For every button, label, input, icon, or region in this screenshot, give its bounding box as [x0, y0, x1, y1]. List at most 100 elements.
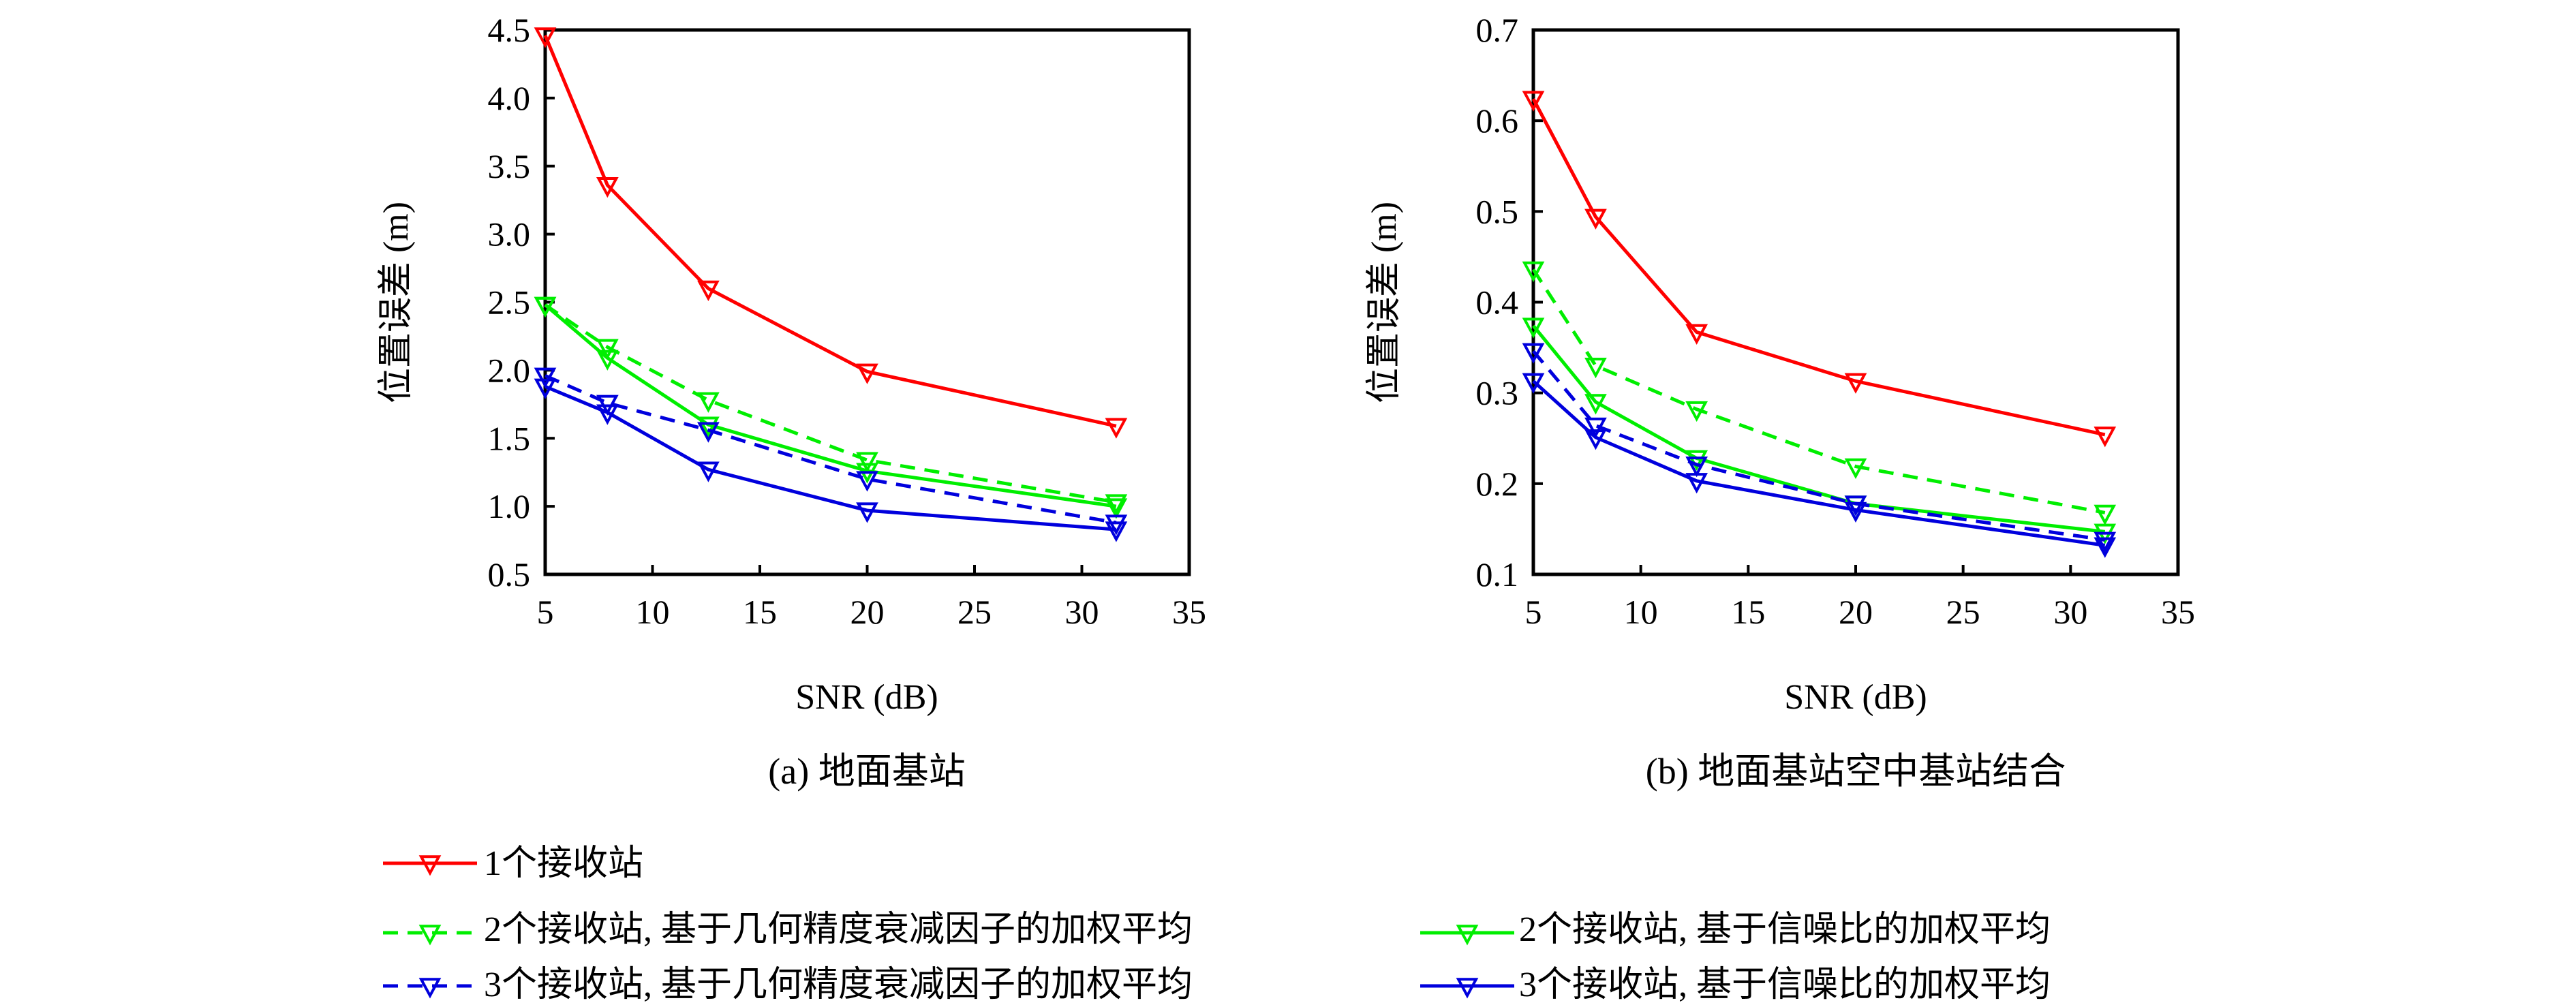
data-point	[697, 280, 720, 302]
y-tick-label: 3.5	[488, 147, 531, 185]
legend-marker-icon	[418, 855, 442, 876]
chart-a-xlabel: SNR (dB)	[795, 678, 938, 717]
plot-frame	[1531, 28, 2180, 576]
y-tick-label: 0.5	[1476, 192, 1519, 230]
data-point	[1584, 357, 1607, 379]
y-tick-label: 2.0	[488, 351, 531, 389]
series-line	[545, 385, 1117, 531]
data-point	[856, 363, 878, 384]
chart-b-caption: (b) 地面基站空中基站结合	[1646, 751, 2066, 792]
chart-a: 5 10 15 20 25 30 35 0.5 1.0 1.5 2.0 2.5 3.0 3.5 4.0 4.5	[488, 11, 1207, 631]
data-point	[1105, 498, 1128, 519]
data-point	[534, 27, 557, 48]
data-point	[534, 378, 557, 399]
data-point	[1522, 318, 1545, 339]
series-line	[544, 374, 1117, 525]
data-point	[856, 471, 878, 492]
data-point	[2094, 427, 2117, 448]
x-tick-label: 25	[1946, 593, 1980, 631]
data-point	[1685, 450, 1708, 471]
legend: 1个接收站 2个接收站, 基于几何精度衰减因子的加权平均 2个接收站, 基于信噪…	[383, 844, 2051, 1004]
data-point	[1522, 261, 1545, 283]
legend-marker-icon	[418, 978, 442, 999]
data-point	[1685, 473, 1708, 494]
data-point	[1685, 401, 1708, 422]
data-point	[2094, 504, 2117, 525]
data-point	[1584, 208, 1607, 230]
chart-b-xlabel: SNR (dB)	[1784, 678, 1927, 717]
data-point	[1844, 501, 1867, 523]
x-tick-label: 30	[2053, 593, 2087, 631]
data-point	[1105, 418, 1128, 439]
y-tick-label: 0.5	[488, 555, 531, 593]
legend-marker-icon	[1456, 978, 1479, 999]
chart-b-ylabel: 位置误差 (m)	[1365, 202, 1404, 403]
x-tick-label: 20	[1839, 593, 1873, 631]
y-tick-label: 0.3	[1476, 374, 1519, 412]
legend-entry: 3个接收站, 基于信噪比的加权平均	[1420, 965, 2051, 1004]
chart-b: 5 10 15 20 25 30 35 0.1 0.2 0.3 0.4 0.5 0.6 0.7	[1476, 11, 2196, 631]
data-point	[697, 461, 720, 482]
y-tick-label: 4.5	[488, 11, 531, 49]
data-point	[596, 404, 619, 425]
legend-label: 3个接收站, 基于信噪比的加权平均	[1519, 965, 2051, 1004]
series-0	[534, 27, 1128, 439]
data-point	[697, 416, 720, 437]
data-point	[2094, 531, 2117, 553]
series-3	[1522, 343, 2117, 553]
data-point	[697, 422, 720, 443]
x-tick-label: 20	[850, 593, 885, 631]
data-point	[596, 350, 619, 371]
y-tick-label: 0.2	[1476, 465, 1519, 503]
data-point	[1584, 394, 1607, 415]
y-tick-label: 4.0	[488, 79, 531, 117]
data-point	[596, 339, 619, 360]
series-4	[534, 378, 1128, 542]
y-tick-label: 3.0	[488, 215, 531, 253]
data-point	[1522, 343, 1545, 364]
y-tick-label: 1.0	[488, 487, 531, 525]
series-line	[543, 35, 1117, 428]
series-line	[1532, 324, 2106, 534]
series-line	[1531, 98, 2106, 437]
y-tick-label: 0.6	[1476, 102, 1519, 140]
series-3	[534, 367, 1128, 536]
x-tick-label: 15	[743, 593, 777, 631]
y-tick-label: 0.1	[1476, 555, 1519, 593]
series-line	[544, 303, 1117, 504]
series-1	[534, 296, 1128, 515]
legend-label: 2个接收站, 基于几何精度衰减因子的加权平均	[484, 910, 1193, 949]
data-point	[1844, 495, 1867, 516]
y-tick-label: 0.4	[1476, 283, 1519, 322]
legend-marker-icon	[1456, 925, 1479, 946]
data-point	[697, 392, 720, 413]
data-point	[1584, 429, 1607, 450]
x-tick-label: 25	[957, 593, 992, 631]
chart-a-caption: (a) 地面基站	[768, 751, 965, 792]
data-point	[596, 176, 619, 198]
series-line	[1532, 380, 2106, 547]
data-point	[1844, 373, 1867, 394]
x-tick-label: 10	[636, 593, 670, 631]
legend-label: 3个接收站, 基于几何精度衰减因子的加权平均	[484, 965, 1193, 1004]
series-line	[1532, 350, 2106, 542]
x-tick-label: 5	[537, 593, 554, 631]
data-point	[856, 452, 878, 473]
legend-entry: 2个接收站, 基于几何精度衰减因子的加权平均	[383, 910, 1193, 949]
series-1	[1522, 261, 2117, 525]
chart-a-ylabel: 位置误差 (m)	[377, 202, 416, 403]
series-0	[1522, 91, 2117, 448]
y-tick-label: 2.5	[488, 283, 531, 322]
data-point	[1105, 494, 1128, 515]
x-tick-label: 5	[1525, 593, 1542, 631]
data-point	[534, 367, 557, 388]
data-point	[1105, 521, 1128, 542]
legend-label: 1个接收站	[484, 844, 643, 883]
y-tick-label: 0.7	[1476, 11, 1519, 49]
legend-entry: 3个接收站, 基于几何精度衰减因子的加权平均	[383, 965, 1193, 1004]
data-point	[1584, 417, 1607, 439]
data-point	[1685, 324, 1708, 345]
y-tick-label: 1.5	[488, 419, 531, 457]
legend-entry: 2个接收站, 基于信噪比的加权平均	[1420, 910, 2051, 949]
